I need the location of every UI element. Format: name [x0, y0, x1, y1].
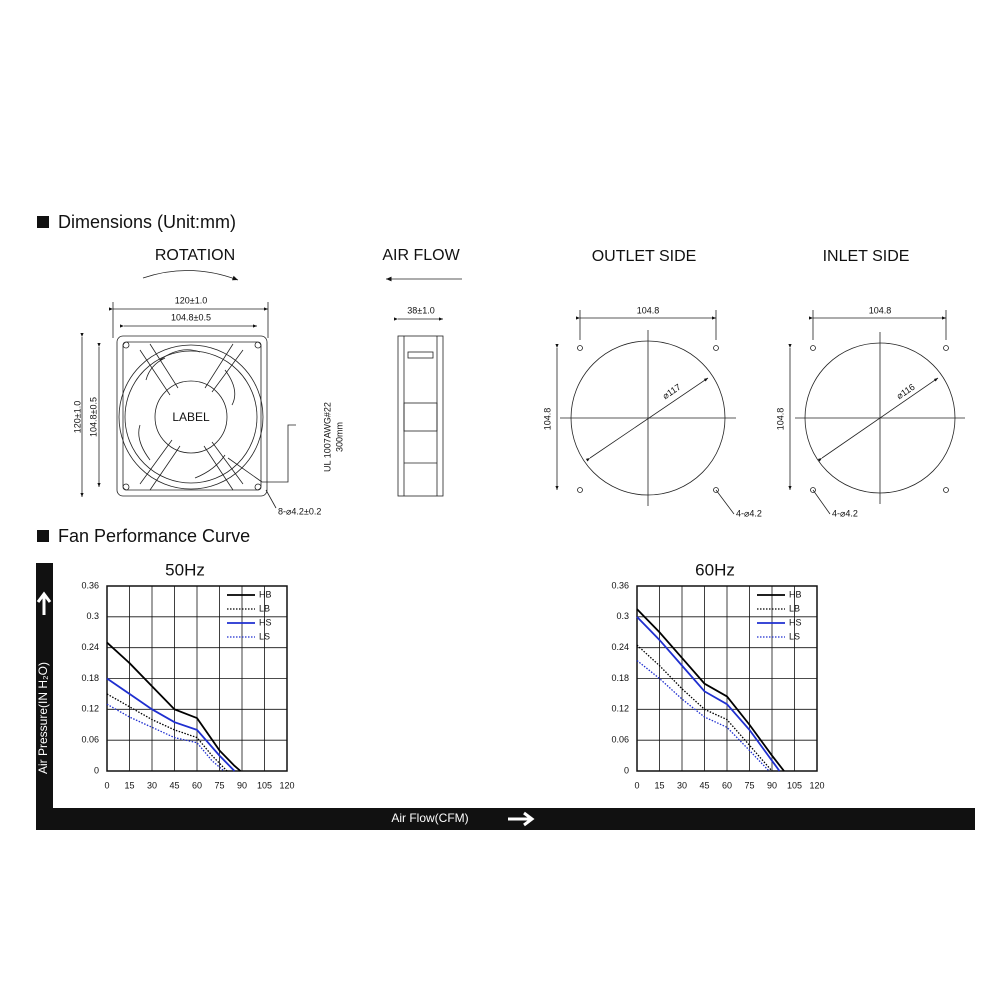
x-tick-label: 120	[279, 780, 294, 790]
right-arrow	[508, 811, 535, 827]
y-tick-label: 0.12	[611, 704, 629, 714]
x-tick-label: 60	[192, 780, 202, 790]
y-tick-label: 0.18	[81, 673, 99, 683]
series-line	[106, 677, 236, 772]
y-tick-label: 0.36	[611, 580, 629, 590]
dimension: 104.8	[542, 408, 552, 431]
x-tick-label: 105	[787, 780, 802, 790]
dimension: 104.8±0.5	[88, 397, 98, 437]
legend-label: HS	[789, 617, 802, 627]
legend-label: HB	[789, 589, 802, 599]
rotation-arrow	[142, 270, 239, 281]
side-view	[394, 317, 444, 497]
dimension: ⌀117	[661, 382, 683, 401]
x-tick-label: 30	[147, 780, 157, 790]
legend-label: LS	[789, 631, 800, 641]
y-tick-label: 0.24	[81, 642, 99, 652]
legend-label: HS	[259, 617, 272, 627]
dimension: 104.8	[637, 305, 660, 315]
bullet	[37, 530, 49, 542]
y-tick-label: 0.06	[611, 735, 629, 745]
view-label: ROTATION	[155, 247, 235, 264]
dimension: ⌀116	[895, 382, 917, 401]
x-tick-label: 75	[744, 780, 754, 790]
x-tick-label: 105	[257, 780, 272, 790]
y-tick-label: 0.12	[81, 704, 99, 714]
chart-title: 60Hz	[695, 560, 735, 579]
y-axis-label: Air Pressure(IN H₂O)	[36, 662, 50, 774]
y-tick-label: 0.36	[81, 580, 99, 590]
y-tick-label: 0	[94, 765, 99, 775]
y-tick-label: 0.18	[611, 673, 629, 683]
series-line	[106, 703, 225, 772]
legend-label: LB	[259, 603, 270, 613]
series-line	[106, 693, 228, 772]
x-tick-label: 30	[677, 780, 687, 790]
hub-label: LABEL	[172, 410, 210, 424]
bullet	[37, 216, 49, 228]
x-axis-label: Air Flow(CFM)	[391, 811, 468, 825]
series-line	[636, 660, 770, 772]
x-tick-label: 120	[809, 780, 824, 790]
x-tick-label: 90	[237, 780, 247, 790]
y-tick-label: 0.3	[86, 611, 99, 621]
x-tick-label: 0	[104, 780, 109, 790]
dimension: 120±1.0	[72, 401, 82, 433]
dimension: 4-⌀4.2	[832, 508, 858, 518]
section-title: Dimensions (Unit:mm)	[58, 212, 236, 232]
x-tick-label: 90	[767, 780, 777, 790]
dimension: 120±1.0	[175, 295, 207, 305]
legend-label: LB	[789, 603, 800, 613]
series-line	[636, 644, 773, 772]
dimension: 8-⌀4.2±0.2	[278, 506, 321, 516]
series-line	[106, 641, 242, 772]
cable-spec: UL 1007AWG#22	[322, 402, 332, 472]
section-title: Fan Performance Curve	[58, 526, 250, 546]
legend-label: HB	[259, 589, 272, 599]
chart-title: 50Hz	[165, 560, 205, 579]
y-tick-label: 0.3	[616, 611, 629, 621]
front-view	[80, 302, 296, 509]
y-axis-bar	[36, 563, 53, 830]
x-tick-label: 0	[634, 780, 639, 790]
outlet-view	[555, 310, 736, 515]
legend-label: LS	[259, 631, 270, 641]
up-arrow	[36, 591, 52, 615]
dimension: 38±1.0	[407, 305, 434, 315]
x-tick-label: 15	[654, 780, 664, 790]
series-line	[636, 608, 785, 772]
x-tick-label: 45	[169, 780, 179, 790]
x-tick-label: 60	[722, 780, 732, 790]
cable-spec: 300mm	[334, 422, 344, 452]
x-tick-label: 45	[699, 780, 709, 790]
view-label: AIR FLOW	[382, 247, 460, 264]
dimension: 104.8	[775, 408, 785, 431]
y-tick-label: 0	[624, 765, 629, 775]
dimension: 104.8	[869, 305, 892, 315]
series-line	[636, 616, 781, 772]
plot-frame	[636, 585, 818, 772]
x-tick-label: 75	[214, 780, 224, 790]
y-tick-label: 0.24	[611, 642, 629, 652]
dimension: 4-⌀4.2	[736, 508, 762, 518]
view-label: OUTLET SIDE	[592, 248, 697, 265]
y-tick-label: 0.06	[81, 735, 99, 745]
x-tick-label: 15	[124, 780, 134, 790]
inlet-view	[788, 310, 965, 515]
dimension: 104.8±0.5	[171, 312, 211, 322]
x-axis-bar	[36, 808, 975, 830]
view-label: INLET SIDE	[823, 248, 910, 265]
